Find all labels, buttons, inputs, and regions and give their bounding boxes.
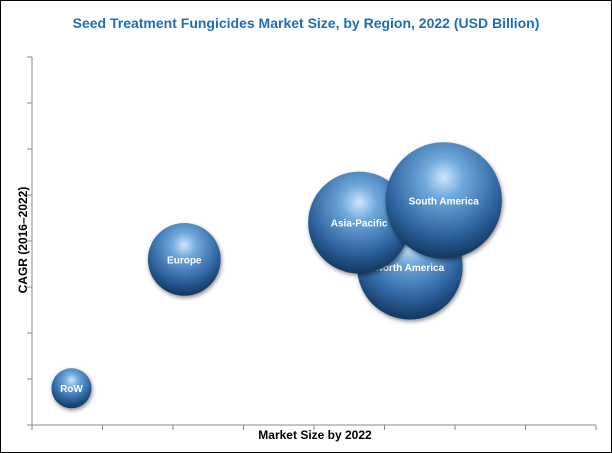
chart-title: Seed Treatment Fungicides Market Size, b… [72, 15, 540, 31]
bubble-label: North America [376, 263, 445, 274]
bubble-label: Asia-Pacific [331, 219, 388, 230]
x-axis-label: Market Size by 2022 [258, 428, 372, 442]
bubble-point [308, 171, 411, 274]
bubble-label: RoW [60, 384, 83, 395]
bubble-row: RoW [51, 368, 92, 409]
bubble-label: South America [409, 197, 480, 208]
bubble-label: Europe [167, 255, 202, 266]
bubble-point [51, 368, 92, 409]
bubble-south-america: South America [385, 142, 502, 259]
bubble-point [147, 223, 221, 296]
axes [27, 56, 597, 430]
bubbles: RoW Europe North America Asia-Pacific South … [51, 142, 502, 409]
bubble-europe: Europe [147, 223, 221, 296]
bubble-asia-pacific: Asia-Pacific [308, 171, 411, 274]
bubble-point [385, 142, 502, 259]
